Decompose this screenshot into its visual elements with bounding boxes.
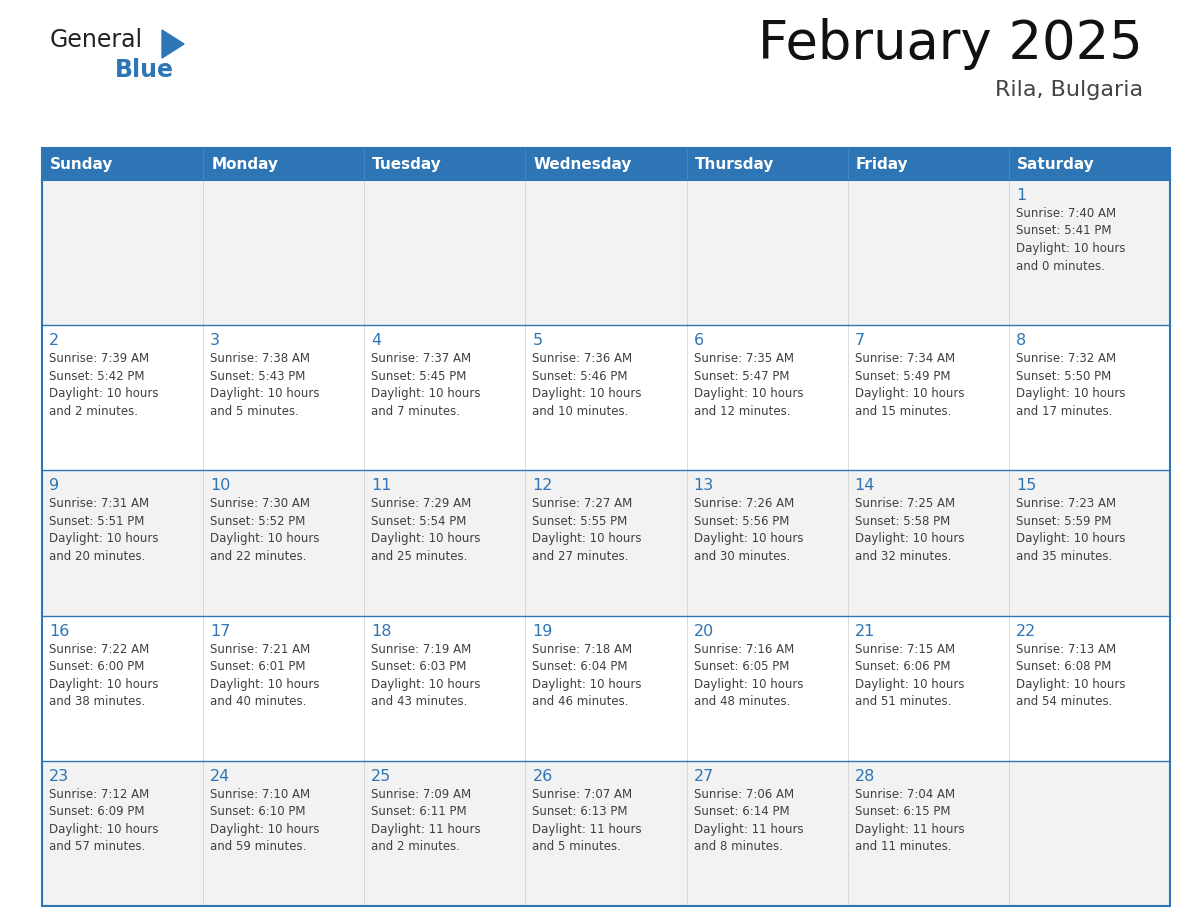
Text: Sunrise: 7:34 AM
Sunset: 5:49 PM
Daylight: 10 hours
and 15 minutes.: Sunrise: 7:34 AM Sunset: 5:49 PM Dayligh…	[854, 353, 965, 418]
Text: 8: 8	[1016, 333, 1026, 348]
Text: 22: 22	[1016, 623, 1036, 639]
Text: Sunrise: 7:29 AM
Sunset: 5:54 PM
Daylight: 10 hours
and 25 minutes.: Sunrise: 7:29 AM Sunset: 5:54 PM Dayligh…	[372, 498, 481, 563]
Text: 15: 15	[1016, 478, 1036, 493]
Text: Sunrise: 7:21 AM
Sunset: 6:01 PM
Daylight: 10 hours
and 40 minutes.: Sunrise: 7:21 AM Sunset: 6:01 PM Dayligh…	[210, 643, 320, 708]
Text: 7: 7	[854, 333, 865, 348]
Bar	[203, 148, 365, 180]
Text: Sunrise: 7:35 AM
Sunset: 5:47 PM
Daylight: 10 hours
and 12 minutes.: Sunrise: 7:35 AM Sunset: 5:47 PM Dayligh…	[694, 353, 803, 418]
Text: Sunrise: 7:23 AM
Sunset: 5:59 PM
Daylight: 10 hours
and 35 minutes.: Sunrise: 7:23 AM Sunset: 5:59 PM Dayligh…	[1016, 498, 1125, 563]
Text: 24: 24	[210, 768, 230, 784]
Bar	[1009, 148, 1170, 180]
Text: 3: 3	[210, 333, 220, 348]
Text: Sunrise: 7:16 AM
Sunset: 6:05 PM
Daylight: 10 hours
and 48 minutes.: Sunrise: 7:16 AM Sunset: 6:05 PM Dayligh…	[694, 643, 803, 708]
Text: Sunrise: 7:36 AM
Sunset: 5:46 PM
Daylight: 10 hours
and 10 minutes.: Sunrise: 7:36 AM Sunset: 5:46 PM Dayligh…	[532, 353, 642, 418]
Bar	[42, 180, 1170, 325]
Text: Sunday: Sunday	[50, 156, 113, 172]
Text: 16: 16	[49, 623, 69, 639]
Text: 12: 12	[532, 478, 552, 493]
Text: Thursday: Thursday	[695, 156, 773, 172]
Text: Sunrise: 7:15 AM
Sunset: 6:06 PM
Daylight: 10 hours
and 51 minutes.: Sunrise: 7:15 AM Sunset: 6:06 PM Dayligh…	[854, 643, 965, 708]
Text: Wednesday: Wednesday	[533, 156, 632, 172]
Text: General: General	[50, 28, 143, 52]
Text: Monday: Monday	[211, 156, 278, 172]
Text: Blue: Blue	[115, 58, 173, 82]
Bar	[42, 148, 1170, 906]
Text: Sunrise: 7:06 AM
Sunset: 6:14 PM
Daylight: 11 hours
and 8 minutes.: Sunrise: 7:06 AM Sunset: 6:14 PM Dayligh…	[694, 788, 803, 854]
Text: Sunrise: 7:38 AM
Sunset: 5:43 PM
Daylight: 10 hours
and 5 minutes.: Sunrise: 7:38 AM Sunset: 5:43 PM Dayligh…	[210, 353, 320, 418]
Text: 4: 4	[372, 333, 381, 348]
Text: February 2025: February 2025	[758, 18, 1143, 70]
Text: 13: 13	[694, 478, 714, 493]
Text: 2: 2	[49, 333, 59, 348]
Text: Saturday: Saturday	[1017, 156, 1094, 172]
Text: 14: 14	[854, 478, 876, 493]
Text: Sunrise: 7:31 AM
Sunset: 5:51 PM
Daylight: 10 hours
and 20 minutes.: Sunrise: 7:31 AM Sunset: 5:51 PM Dayligh…	[49, 498, 158, 563]
Text: Sunrise: 7:32 AM
Sunset: 5:50 PM
Daylight: 10 hours
and 17 minutes.: Sunrise: 7:32 AM Sunset: 5:50 PM Dayligh…	[1016, 353, 1125, 418]
Text: 5: 5	[532, 333, 543, 348]
Text: Sunrise: 7:19 AM
Sunset: 6:03 PM
Daylight: 10 hours
and 43 minutes.: Sunrise: 7:19 AM Sunset: 6:03 PM Dayligh…	[372, 643, 481, 708]
Text: Friday: Friday	[855, 156, 909, 172]
Bar	[525, 148, 687, 180]
Text: Sunrise: 7:12 AM
Sunset: 6:09 PM
Daylight: 10 hours
and 57 minutes.: Sunrise: 7:12 AM Sunset: 6:09 PM Dayligh…	[49, 788, 158, 854]
Text: 10: 10	[210, 478, 230, 493]
Text: Rila, Bulgaria: Rila, Bulgaria	[994, 80, 1143, 100]
Text: 25: 25	[372, 768, 392, 784]
Text: 27: 27	[694, 768, 714, 784]
Text: Sunrise: 7:13 AM
Sunset: 6:08 PM
Daylight: 10 hours
and 54 minutes.: Sunrise: 7:13 AM Sunset: 6:08 PM Dayligh…	[1016, 643, 1125, 708]
Text: Sunrise: 7:07 AM
Sunset: 6:13 PM
Daylight: 11 hours
and 5 minutes.: Sunrise: 7:07 AM Sunset: 6:13 PM Dayligh…	[532, 788, 642, 854]
Bar	[42, 148, 203, 180]
Text: 21: 21	[854, 623, 876, 639]
Text: Sunrise: 7:30 AM
Sunset: 5:52 PM
Daylight: 10 hours
and 22 minutes.: Sunrise: 7:30 AM Sunset: 5:52 PM Dayligh…	[210, 498, 320, 563]
Bar	[42, 470, 1170, 616]
Bar	[42, 616, 1170, 761]
Text: Sunrise: 7:40 AM
Sunset: 5:41 PM
Daylight: 10 hours
and 0 minutes.: Sunrise: 7:40 AM Sunset: 5:41 PM Dayligh…	[1016, 207, 1125, 273]
Text: 17: 17	[210, 623, 230, 639]
Text: 6: 6	[694, 333, 703, 348]
Text: 19: 19	[532, 623, 552, 639]
Text: 20: 20	[694, 623, 714, 639]
Text: Sunrise: 7:27 AM
Sunset: 5:55 PM
Daylight: 10 hours
and 27 minutes.: Sunrise: 7:27 AM Sunset: 5:55 PM Dayligh…	[532, 498, 642, 563]
Text: 26: 26	[532, 768, 552, 784]
Bar	[365, 148, 525, 180]
Text: Sunrise: 7:37 AM
Sunset: 5:45 PM
Daylight: 10 hours
and 7 minutes.: Sunrise: 7:37 AM Sunset: 5:45 PM Dayligh…	[372, 353, 481, 418]
Text: Sunrise: 7:25 AM
Sunset: 5:58 PM
Daylight: 10 hours
and 32 minutes.: Sunrise: 7:25 AM Sunset: 5:58 PM Dayligh…	[854, 498, 965, 563]
Text: Sunrise: 7:18 AM
Sunset: 6:04 PM
Daylight: 10 hours
and 46 minutes.: Sunrise: 7:18 AM Sunset: 6:04 PM Dayligh…	[532, 643, 642, 708]
Text: 23: 23	[49, 768, 69, 784]
Text: 9: 9	[49, 478, 59, 493]
Bar	[848, 148, 1009, 180]
Text: 28: 28	[854, 768, 876, 784]
Text: Sunrise: 7:26 AM
Sunset: 5:56 PM
Daylight: 10 hours
and 30 minutes.: Sunrise: 7:26 AM Sunset: 5:56 PM Dayligh…	[694, 498, 803, 563]
Bar	[687, 148, 848, 180]
Text: Sunrise: 7:10 AM
Sunset: 6:10 PM
Daylight: 10 hours
and 59 minutes.: Sunrise: 7:10 AM Sunset: 6:10 PM Dayligh…	[210, 788, 320, 854]
Text: Sunrise: 7:22 AM
Sunset: 6:00 PM
Daylight: 10 hours
and 38 minutes.: Sunrise: 7:22 AM Sunset: 6:00 PM Dayligh…	[49, 643, 158, 708]
Text: Sunrise: 7:04 AM
Sunset: 6:15 PM
Daylight: 11 hours
and 11 minutes.: Sunrise: 7:04 AM Sunset: 6:15 PM Dayligh…	[854, 788, 965, 854]
Text: 18: 18	[372, 623, 392, 639]
Text: 1: 1	[1016, 188, 1026, 203]
Text: Sunrise: 7:09 AM
Sunset: 6:11 PM
Daylight: 11 hours
and 2 minutes.: Sunrise: 7:09 AM Sunset: 6:11 PM Dayligh…	[372, 788, 481, 854]
Bar	[42, 325, 1170, 470]
Bar	[42, 761, 1170, 906]
Text: Tuesday: Tuesday	[372, 156, 442, 172]
Text: Sunrise: 7:39 AM
Sunset: 5:42 PM
Daylight: 10 hours
and 2 minutes.: Sunrise: 7:39 AM Sunset: 5:42 PM Dayligh…	[49, 353, 158, 418]
Text: 11: 11	[372, 478, 392, 493]
Polygon shape	[162, 30, 184, 58]
